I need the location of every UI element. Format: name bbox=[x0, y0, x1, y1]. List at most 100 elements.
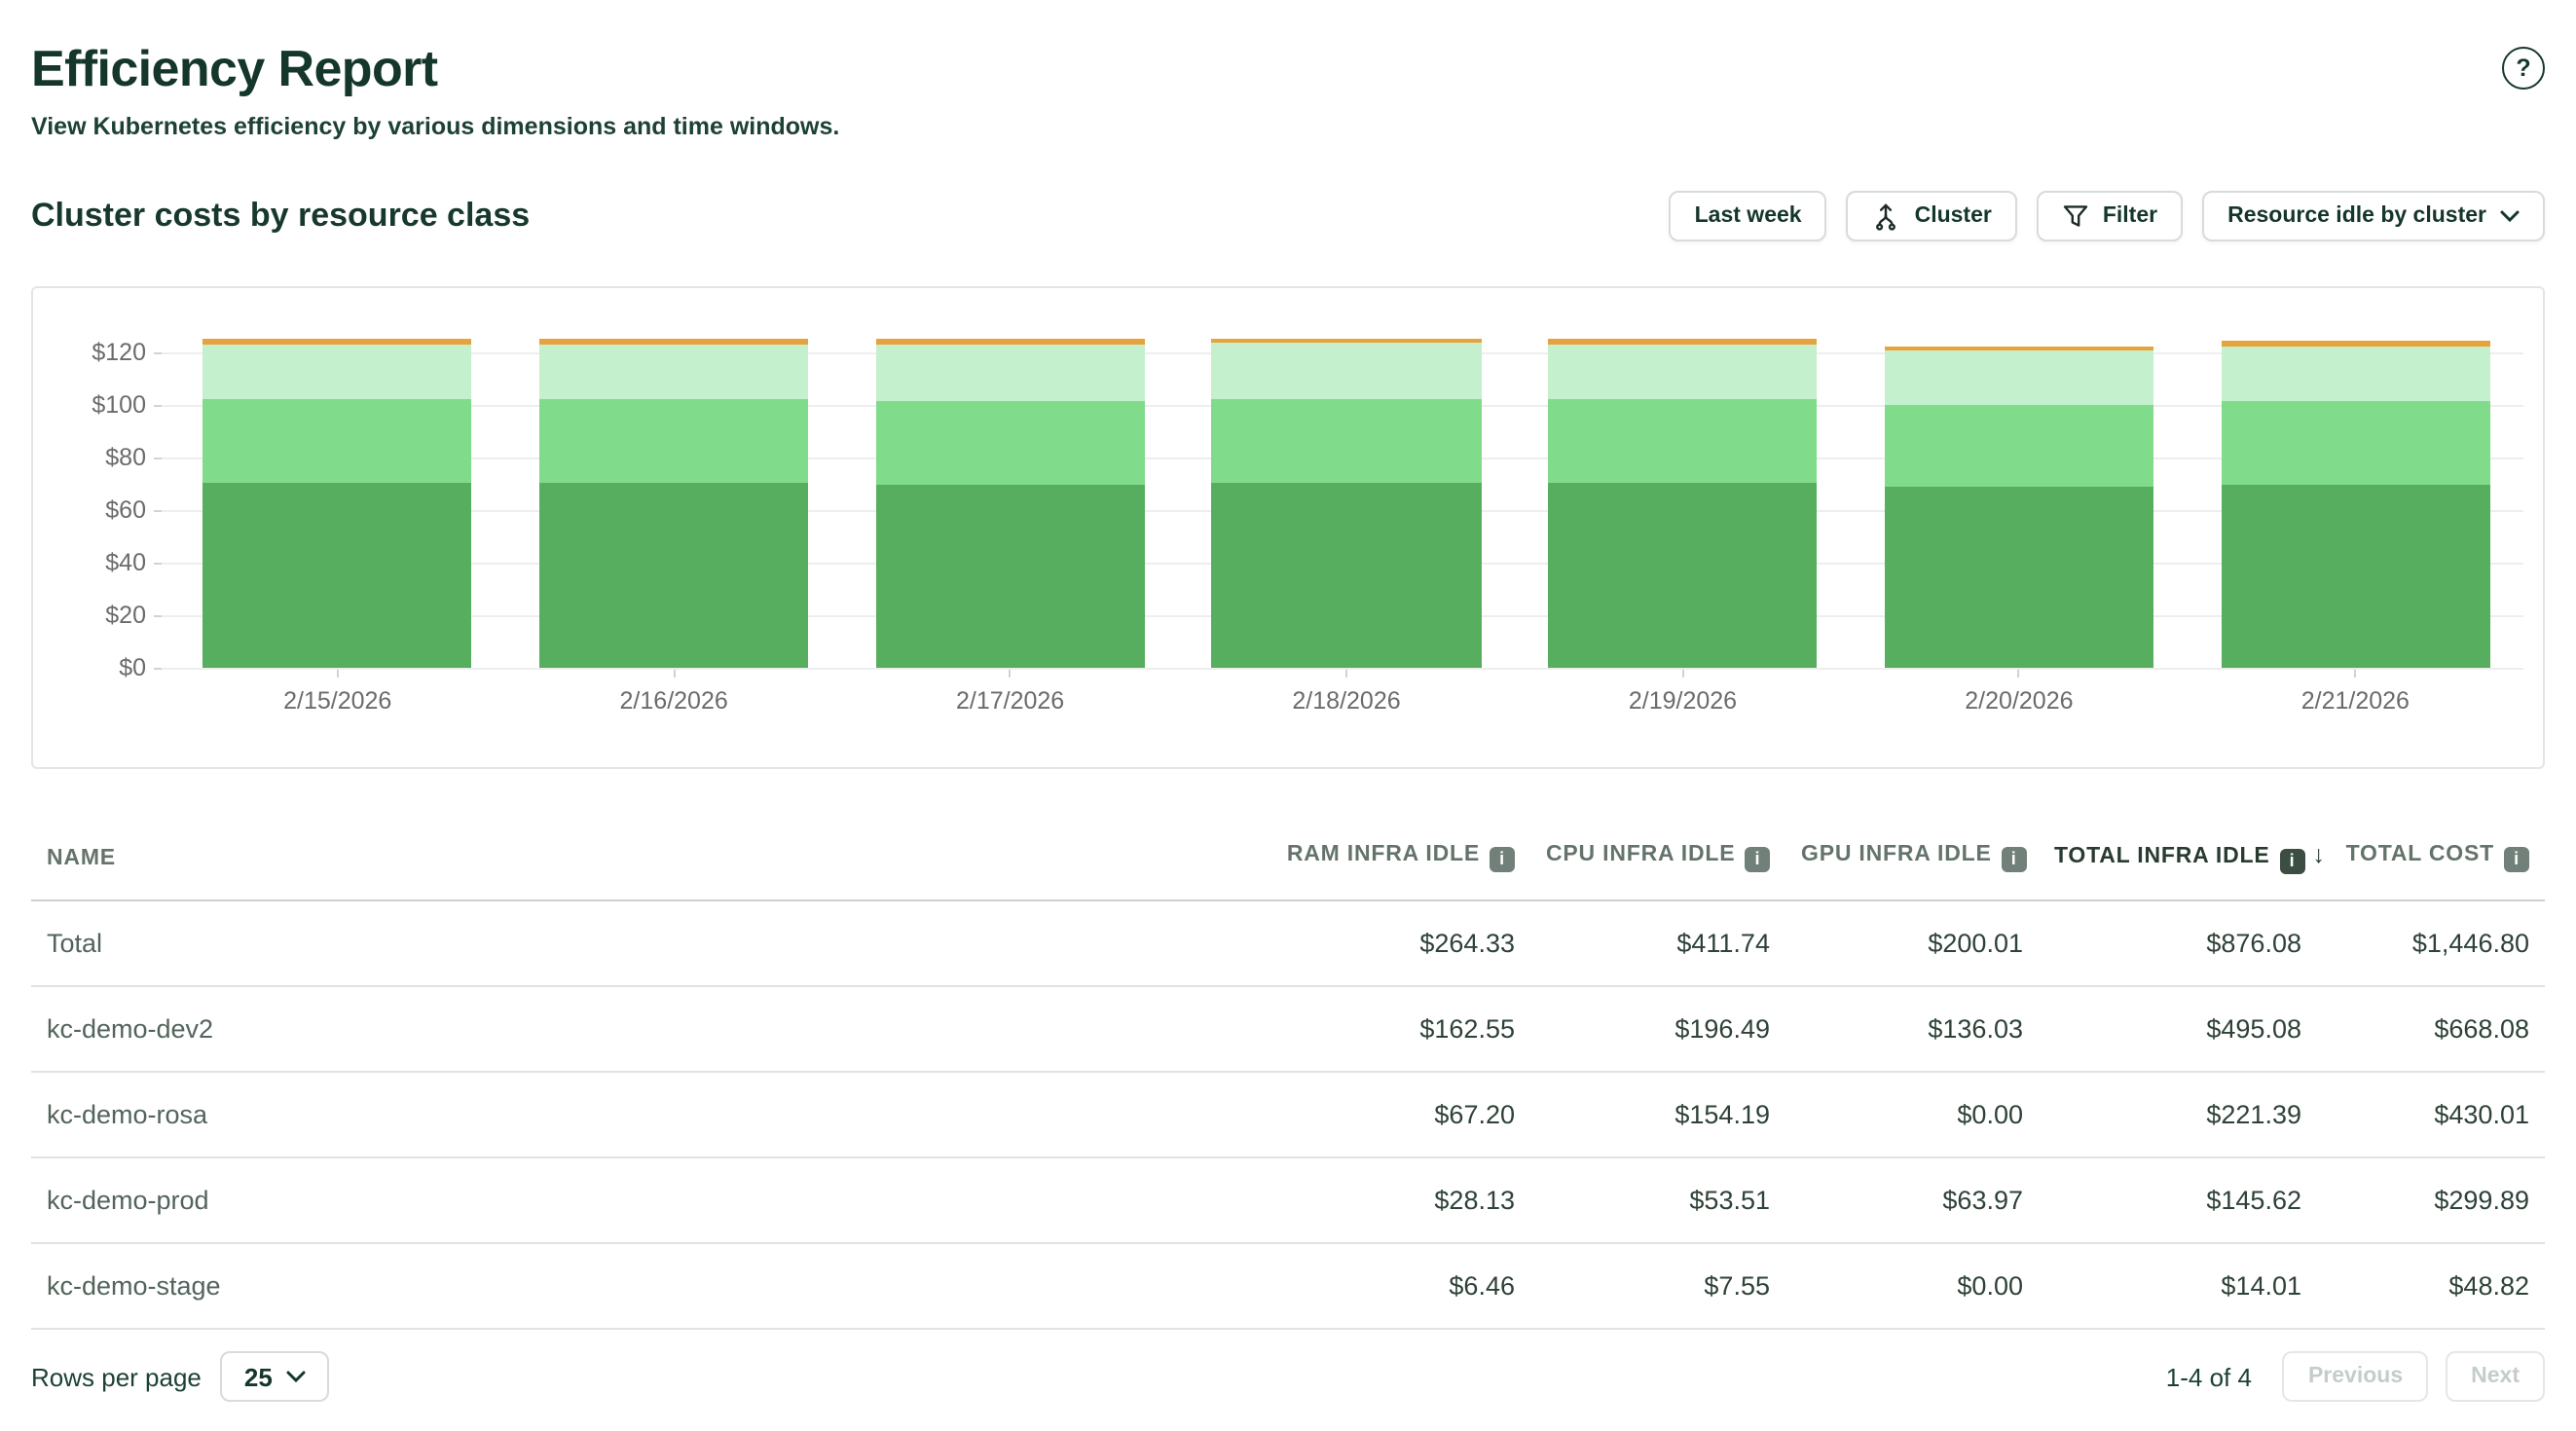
y-axis-tick bbox=[154, 458, 162, 460]
bar-group-2/18/2026[interactable] bbox=[1178, 288, 1514, 669]
row-name: kc-demo-stage bbox=[31, 1243, 1238, 1331]
cpu-infra-idle-value: $7.55 bbox=[1530, 1243, 1785, 1331]
x-axis-tick bbox=[2354, 670, 2357, 679]
bar-group-2/17/2026[interactable] bbox=[842, 288, 1178, 669]
bar-segment-light-green[interactable] bbox=[1884, 349, 2154, 405]
gpu-infra-idle-value: $0.00 bbox=[1785, 1072, 2039, 1159]
bar-segment-medium-green[interactable] bbox=[875, 400, 1145, 485]
column-header-ram-infra-idle[interactable]: RAM INFRA IDLE i bbox=[1238, 833, 1530, 902]
ram-infra-idle-value: $162.55 bbox=[1238, 986, 1530, 1074]
idle-breakdown-dropdown[interactable]: Resource idle by cluster bbox=[2202, 191, 2545, 242]
info-icon[interactable]: i bbox=[2001, 847, 2027, 873]
bar-segment-dark-green[interactable] bbox=[202, 483, 472, 669]
bar-group-2/21/2026[interactable] bbox=[2188, 288, 2523, 669]
sort-desc-icon: ↓ bbox=[2312, 841, 2326, 869]
aggregate-by-cluster-button[interactable]: Cluster bbox=[1846, 191, 2017, 242]
next-page-button[interactable]: Next bbox=[2446, 1351, 2545, 1403]
bar-segment-light-green[interactable] bbox=[538, 345, 809, 399]
cpu-infra-idle-value: $196.49 bbox=[1530, 986, 1785, 1074]
help-glyph: ? bbox=[2516, 55, 2531, 82]
row-name: kc-demo-rosa bbox=[31, 1072, 1238, 1159]
cpu-infra-idle-value: $53.51 bbox=[1530, 1157, 1785, 1245]
bar-segment-light-green[interactable] bbox=[1211, 343, 1482, 399]
help-icon[interactable]: ? bbox=[2502, 47, 2545, 90]
column-header-gpu-infra-idle[interactable]: GPU INFRA IDLE i bbox=[1785, 833, 2039, 902]
y-axis-label: $0 bbox=[119, 654, 146, 682]
y-axis-tick bbox=[154, 668, 162, 671]
info-icon[interactable]: i bbox=[2504, 847, 2529, 873]
total-infra-idle-value: $145.62 bbox=[2039, 1157, 2317, 1245]
bar-group-2/20/2026[interactable] bbox=[1851, 288, 2187, 669]
rows-per-page-select[interactable]: 25 bbox=[220, 1351, 329, 1403]
time-window-label: Last week bbox=[1694, 204, 1802, 229]
ram-infra-idle-value: $67.20 bbox=[1238, 1072, 1530, 1159]
table-row-kc-demo-stage[interactable]: kc-demo-stage $6.46 $7.55 $0.00 $14.01 $… bbox=[31, 1243, 2545, 1331]
bar-segment-orange[interactable] bbox=[538, 339, 809, 346]
chevron-down-icon bbox=[2500, 210, 2520, 223]
x-tick-slot bbox=[842, 670, 1178, 679]
bar-segment-dark-green[interactable] bbox=[875, 484, 1145, 669]
x-axis-label: 2/15/2026 bbox=[283, 687, 392, 716]
column-header-total-cost[interactable]: TOTAL COST i bbox=[2317, 833, 2545, 902]
table-row-kc-demo-dev2[interactable]: kc-demo-dev2 $162.55 $196.49 $136.03 $49… bbox=[31, 986, 2545, 1074]
bar-segment-medium-green[interactable] bbox=[2221, 401, 2490, 486]
x-axis-label: 2/18/2026 bbox=[1292, 687, 1401, 716]
bar-segment-medium-green[interactable] bbox=[202, 398, 472, 484]
stacked-bar bbox=[538, 339, 809, 669]
filter-label: Filter bbox=[2102, 204, 2158, 229]
column-header-total-infra-idle[interactable]: TOTAL INFRA IDLE i ↓ bbox=[2039, 833, 2325, 902]
bar-segment-medium-green[interactable] bbox=[538, 398, 809, 484]
bar-segment-medium-green[interactable] bbox=[1211, 398, 1482, 484]
x-axis-labels: 2/15/2026 2/16/2026 2/17/2026 2/18/2026 2/19… bbox=[169, 687, 2523, 715]
x-axis-ticks bbox=[169, 670, 2523, 679]
time-window-button[interactable]: Last week bbox=[1669, 191, 1827, 242]
bar-segment-dark-green[interactable] bbox=[1548, 483, 1818, 669]
bar-group-2/16/2026[interactable] bbox=[505, 288, 841, 669]
total-infra-idle-value: $14.01 bbox=[2039, 1243, 2317, 1331]
y-axis-tick bbox=[154, 615, 162, 618]
bar-segment-orange[interactable] bbox=[202, 339, 472, 346]
bar-segment-light-green[interactable] bbox=[1548, 345, 1818, 399]
x-axis-label: 2/16/2026 bbox=[619, 687, 728, 716]
total-cost-value: $48.82 bbox=[2317, 1243, 2545, 1331]
filter-button[interactable]: Filter bbox=[2036, 191, 2184, 242]
bar-segment-light-green[interactable] bbox=[2221, 346, 2490, 402]
ram-infra-idle-value: $28.13 bbox=[1238, 1157, 1530, 1245]
chevron-down-icon bbox=[286, 1371, 306, 1383]
bar-group-2/19/2026[interactable] bbox=[1515, 288, 1851, 669]
bar-segment-orange[interactable] bbox=[875, 339, 1145, 346]
x-axis-tick bbox=[336, 670, 339, 679]
bar-segment-light-green[interactable] bbox=[202, 345, 472, 399]
total-infra-idle-value: $495.08 bbox=[2039, 986, 2317, 1074]
bar-group-2/15/2026[interactable] bbox=[169, 288, 505, 669]
table-row-kc-demo-rosa[interactable]: kc-demo-rosa $67.20 $154.19 $0.00 $221.3… bbox=[31, 1072, 2545, 1159]
bar-segment-medium-green[interactable] bbox=[1884, 404, 2154, 488]
total-cost-value: $1,446.80 bbox=[2317, 900, 2545, 988]
x-axis-tick bbox=[1345, 670, 1348, 679]
total-cost-value: $299.89 bbox=[2317, 1157, 2545, 1245]
bar-segment-dark-green[interactable] bbox=[538, 483, 809, 669]
bar-segment-dark-green[interactable] bbox=[1211, 483, 1482, 669]
ram-infra-idle-value: $6.46 bbox=[1238, 1243, 1530, 1331]
bar-segment-dark-green[interactable] bbox=[1884, 487, 2154, 669]
bar-segment-orange[interactable] bbox=[1884, 346, 2154, 350]
column-header-cpu-infra-idle[interactable]: CPU INFRA IDLE i bbox=[1530, 833, 1785, 902]
total-infra-idle-value: $221.39 bbox=[2039, 1072, 2317, 1159]
bar-segment-orange[interactable] bbox=[2221, 341, 2490, 347]
info-icon[interactable]: i bbox=[1745, 847, 1771, 873]
bar-segment-medium-green[interactable] bbox=[1548, 398, 1818, 484]
y-axis-label: $60 bbox=[105, 496, 146, 525]
table-row-total[interactable]: Total $264.33 $411.74 $200.01 $876.08 $1… bbox=[31, 900, 2545, 988]
bar-segment-dark-green[interactable] bbox=[2221, 485, 2490, 669]
stacked-bar bbox=[2221, 341, 2490, 669]
bar-segment-light-green[interactable] bbox=[875, 345, 1145, 400]
info-icon[interactable]: i bbox=[1490, 847, 1515, 873]
rows-per-page: Rows per page 25 bbox=[31, 1351, 329, 1403]
bar-segment-orange[interactable] bbox=[1211, 338, 1482, 344]
bar-segment-orange[interactable] bbox=[1548, 339, 1818, 346]
column-header-name[interactable]: NAME bbox=[31, 833, 1238, 902]
info-icon[interactable]: i bbox=[2279, 849, 2305, 875]
table-row-kc-demo-prod[interactable]: kc-demo-prod $28.13 $53.51 $63.97 $145.6… bbox=[31, 1157, 2545, 1245]
previous-page-button[interactable]: Previous bbox=[2282, 1351, 2429, 1403]
